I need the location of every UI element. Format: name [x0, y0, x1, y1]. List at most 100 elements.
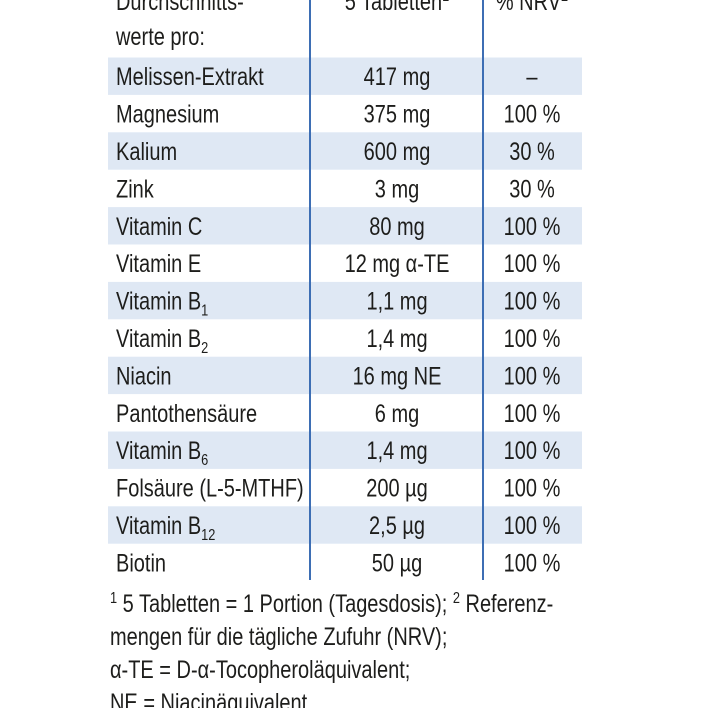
- row-nrv: 100 %: [504, 213, 561, 241]
- header-text: % NRV: [496, 0, 561, 16]
- name-text: Vitamin B: [116, 437, 201, 465]
- row-nrv: –: [526, 63, 537, 91]
- superscript: 2: [453, 590, 460, 608]
- nrv-text: 100 %: [504, 400, 561, 428]
- amount-text: 6 mg: [375, 400, 419, 428]
- amount-text: 1,1 mg: [366, 288, 427, 316]
- footnote-text: mengen für die tägliche Zufuhr (NRV);: [110, 623, 447, 651]
- name-text: Folsäure (L-5-MTHF): [116, 475, 304, 503]
- footnote-text: Referenz-: [460, 590, 553, 618]
- nrv-text: 100 %: [504, 475, 561, 503]
- row-nrv: 100 %: [504, 288, 561, 316]
- row-name: Folsäure (L-5-MTHF): [116, 475, 304, 503]
- row-name: Melissen-Extrakt: [116, 63, 264, 91]
- amount-text: 417 mg: [364, 63, 431, 91]
- nrv-text: 100 %: [504, 288, 561, 316]
- amount-text: 2,5 µg: [369, 512, 425, 540]
- row-name: Vitamin E: [116, 250, 201, 278]
- row-name: Vitamin B2: [116, 325, 208, 358]
- row-nrv: 100 %: [504, 101, 561, 129]
- amount-text: 200 µg: [366, 475, 428, 503]
- row-amount: 1,4 mg: [366, 325, 427, 353]
- name-text: Zink: [116, 175, 154, 203]
- nrv-text: 100 %: [504, 362, 561, 390]
- header-label: Durchschnitts-: [116, 0, 244, 16]
- nrv-text: 100 %: [504, 250, 561, 278]
- row-name: Vitamin C: [116, 213, 202, 241]
- name-text: Niacin: [116, 362, 172, 390]
- superscript: 2: [561, 0, 568, 5]
- row-amount: 375 mg: [364, 101, 431, 129]
- row-amount: 600 mg: [364, 138, 431, 166]
- header-text: werte pro:: [115, 23, 205, 51]
- subscript: 12: [201, 527, 215, 545]
- header-nrv: % NRV2: [496, 0, 568, 16]
- amount-text: 375 mg: [364, 101, 431, 129]
- row-nrv: 100 %: [504, 475, 561, 503]
- footnote-line: mengen für die tägliche Zufuhr (NRV);: [110, 623, 447, 651]
- row-amount: 3 mg: [375, 175, 419, 203]
- row-nrv: 100 %: [504, 325, 561, 353]
- name-text: Vitamin B: [116, 288, 201, 316]
- footnote-line: NE = Niacinäquivalent: [110, 689, 308, 708]
- name-text: Magnesium: [116, 101, 219, 129]
- footnote-text: NE = Niacinäquivalent: [110, 689, 308, 708]
- row-nrv: 100 %: [504, 362, 561, 390]
- row-nrv: 100 %: [504, 437, 561, 465]
- row-amount: 1,1 mg: [366, 288, 427, 316]
- header-text: 5 Tabletten: [345, 0, 442, 16]
- amount-text: 1,4 mg: [366, 325, 427, 353]
- subscript: 2: [201, 340, 208, 358]
- row-nrv: 100 %: [504, 400, 561, 428]
- subscript: 6: [201, 452, 208, 470]
- nrv-text: 100 %: [504, 549, 561, 577]
- row-amount: 16 mg NE: [353, 362, 442, 390]
- amount-text: 12 mg α-TE: [345, 250, 450, 278]
- amount-text: 1,4 mg: [366, 437, 427, 465]
- header-label: werte pro:: [115, 23, 205, 51]
- amount-text: 50 µg: [372, 549, 422, 577]
- row-nrv: 30 %: [509, 175, 555, 203]
- row-shade: [108, 281, 582, 320]
- nrv-text: 30 %: [509, 175, 555, 203]
- amount-text: 600 mg: [364, 138, 431, 166]
- footnote-text: 5 Tabletten = 1 Portion (Tagesdosis);: [117, 590, 453, 618]
- row-name: Niacin: [116, 362, 172, 390]
- row-shade: [108, 506, 582, 544]
- row-amount: 417 mg: [364, 63, 431, 91]
- amount-text: 3 mg: [375, 175, 419, 203]
- name-text: Vitamin E: [116, 250, 201, 278]
- row-amount: 50 µg: [372, 549, 422, 577]
- row-name: Biotin: [116, 549, 166, 577]
- row-name: Vitamin B6: [116, 437, 208, 470]
- row-amount: 1,4 mg: [366, 437, 427, 465]
- nrv-text: 100 %: [504, 101, 561, 129]
- row-name: Zink: [116, 175, 154, 203]
- row-name: Vitamin B12: [116, 512, 215, 545]
- row-name: Vitamin B1: [116, 288, 208, 321]
- footnote-line: α-TE = D-α-Tocopheroläquivalent;: [110, 656, 410, 684]
- row-shade: [108, 132, 582, 170]
- name-text: Vitamin B: [116, 325, 201, 353]
- footnote-text: α-TE = D-α-Tocopheroläquivalent;: [110, 656, 410, 684]
- nrv-text: 100 %: [504, 512, 561, 540]
- header-text: Durchschnitts-: [116, 0, 244, 16]
- name-text: Vitamin C: [116, 213, 202, 241]
- superscript: 1: [442, 0, 449, 5]
- row-amount: 200 µg: [366, 475, 428, 503]
- nrv-text: 30 %: [509, 138, 555, 166]
- row-nrv: 100 %: [504, 549, 561, 577]
- nrv-text: 100 %: [504, 325, 561, 353]
- row-shade: [108, 57, 582, 95]
- name-text: Vitamin B: [116, 512, 201, 540]
- nrv-text: 100 %: [504, 437, 561, 465]
- row-amount: 2,5 µg: [369, 512, 425, 540]
- row-amount: 6 mg: [375, 400, 419, 428]
- superscript: 1: [110, 590, 117, 608]
- name-text: Biotin: [116, 549, 166, 577]
- row-nrv: 30 %: [509, 138, 555, 166]
- row-nrv: 100 %: [504, 250, 561, 278]
- subscript: 1: [201, 302, 208, 320]
- row-shade: [108, 431, 582, 469]
- footnote-line: 1 5 Tabletten = 1 Portion (Tagesdosis); …: [110, 590, 553, 618]
